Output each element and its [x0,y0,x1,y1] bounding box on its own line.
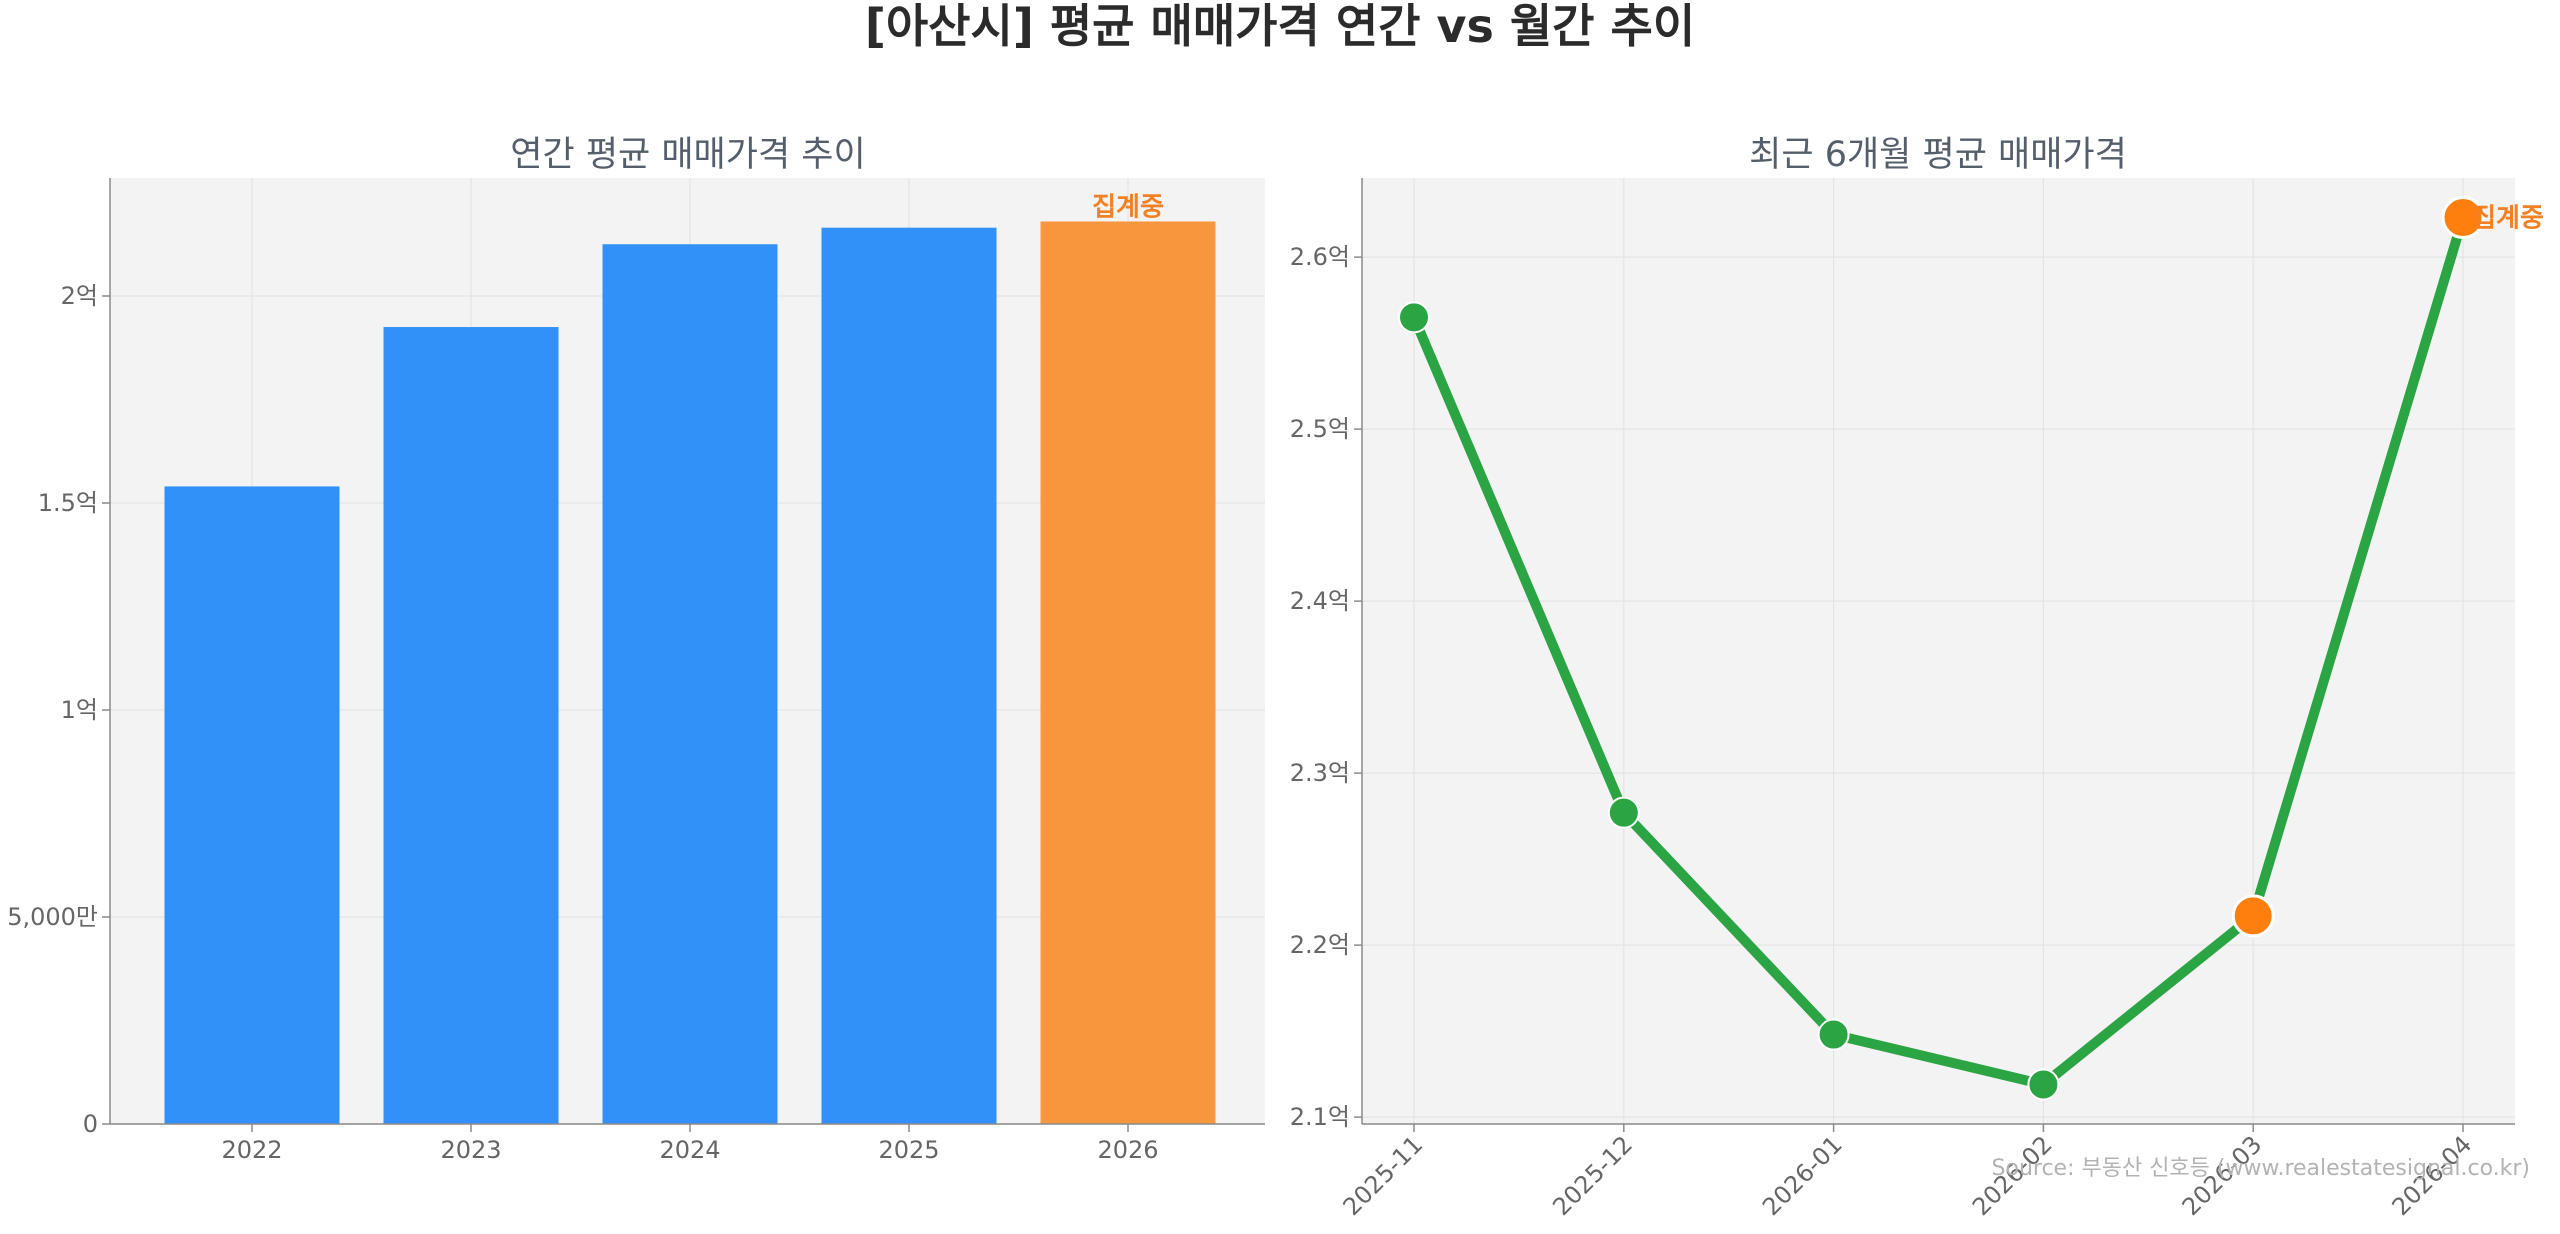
annual-y-tick-label-0: 0 [83,1110,98,1138]
bar-2024 [602,244,778,1124]
monthly-x-tick-label-2026-01: 2026-01 [1757,1130,1848,1221]
source-credit: Source: 부동산 신호등 (www.realestatesignal.co… [1992,1156,2530,1181]
bar-2026 [1040,221,1216,1124]
monthly-y-tick-label-2-5: 2.5억 [1290,415,1350,443]
monthly-plot-area [1362,178,2515,1124]
figure-title: [아산시] 평균 매매가격 연간 vs 월간 추이 [865,0,1695,53]
point-2026-01 [1817,1018,1850,1051]
annual-x-tick-label-2024: 2024 [659,1136,720,1164]
bar-2023 [383,327,559,1124]
monthly-partial-annotation: 집계중 [2472,204,2544,234]
point-2026-03 [2231,894,2275,938]
monthly-y-tick-label-2-1: 2.1억 [1290,1103,1350,1131]
annual-x-tick-label-2022: 2022 [221,1136,282,1164]
monthly-line [1409,212,2468,1090]
monthly-line-chart: 최근 6개월 평균 매매가격 2.1억2.2억2.3억2.4억2.5억2.6억 … [1290,135,2544,1221]
annual-chart-title: 연간 평균 매매가격 추이 [510,135,865,175]
annual-x-tick-label-2025: 2025 [878,1136,939,1164]
point-2026-04 [2441,196,2485,240]
bar-2022 [164,486,340,1125]
annual-x-tick-label-2023: 2023 [440,1136,501,1164]
annual-y-tick-label-1-5: 1.5억 [38,489,98,517]
point-2026-02 [2027,1068,2060,1101]
monthly-x-tick-label-2025-11: 2025-11 [1338,1130,1429,1221]
monthly-y-tick-label-2-3: 2.3억 [1290,759,1350,787]
monthly-y-tick-label-2-2: 2.2억 [1290,931,1350,959]
annual-x-tick-label-2026: 2026 [1097,1136,1158,1164]
annual-bars [164,221,1216,1125]
annual-partial-annotation: 집계중 [1092,192,1164,222]
monthly-y-tick-label-2-6: 2.6억 [1290,243,1350,271]
annual-x-ticks: 2022 2023 2024 2025 2026 [221,1124,1159,1164]
monthly-y-tick-label-2-4: 2.4억 [1290,587,1350,615]
bar-2025 [821,227,997,1124]
monthly-chart-title: 최근 6개월 평균 매매가격 [1749,135,2127,175]
monthly-x-tick-label-2025-12: 2025-12 [1547,1130,1638,1221]
monthly-y-ticks: 2.1억 2.2억 2.3억 2.4억 2.5억 2.6억 [1290,243,1362,1131]
annual-y-tick-label-2: 2억 [61,282,98,310]
point-2025-12 [1607,796,1640,829]
annual-y-ticks: 0 5,000만 1억 1.5억 2억 [7,282,110,1138]
monthly-series [1398,196,2485,1101]
point-2025-11 [1398,301,1430,334]
annual-y-tick-label-5-000: 5,000만 [7,903,98,931]
annual-y-tick-label-1: 1억 [61,696,98,724]
monthly-grid [1362,178,2515,1124]
